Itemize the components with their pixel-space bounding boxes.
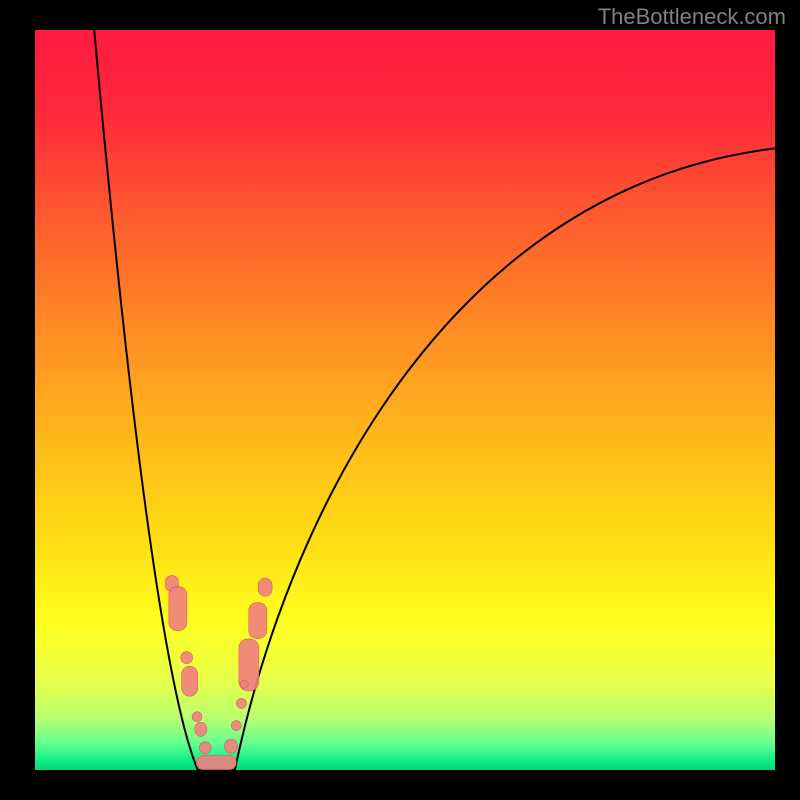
curve-marker: [169, 587, 187, 631]
plot-area: [35, 30, 775, 770]
curve-marker: [258, 578, 272, 596]
watermark-text: TheBottleneck.com: [598, 4, 786, 30]
curve-marker: [240, 680, 248, 688]
curve-marker: [199, 742, 211, 754]
curve-marker: [196, 756, 236, 770]
chart-container: TheBottleneck.com: [0, 0, 800, 800]
curve-marker: [236, 698, 246, 708]
curve-marker: [181, 652, 193, 664]
curve-marker: [231, 721, 241, 731]
curve-marker: [225, 739, 238, 753]
curve-marker: [249, 603, 267, 639]
curve-marker: [195, 722, 207, 736]
curve-marker: [182, 666, 198, 696]
gradient-background: [35, 30, 775, 770]
chart-svg: [35, 30, 775, 770]
curve-marker: [192, 712, 202, 722]
